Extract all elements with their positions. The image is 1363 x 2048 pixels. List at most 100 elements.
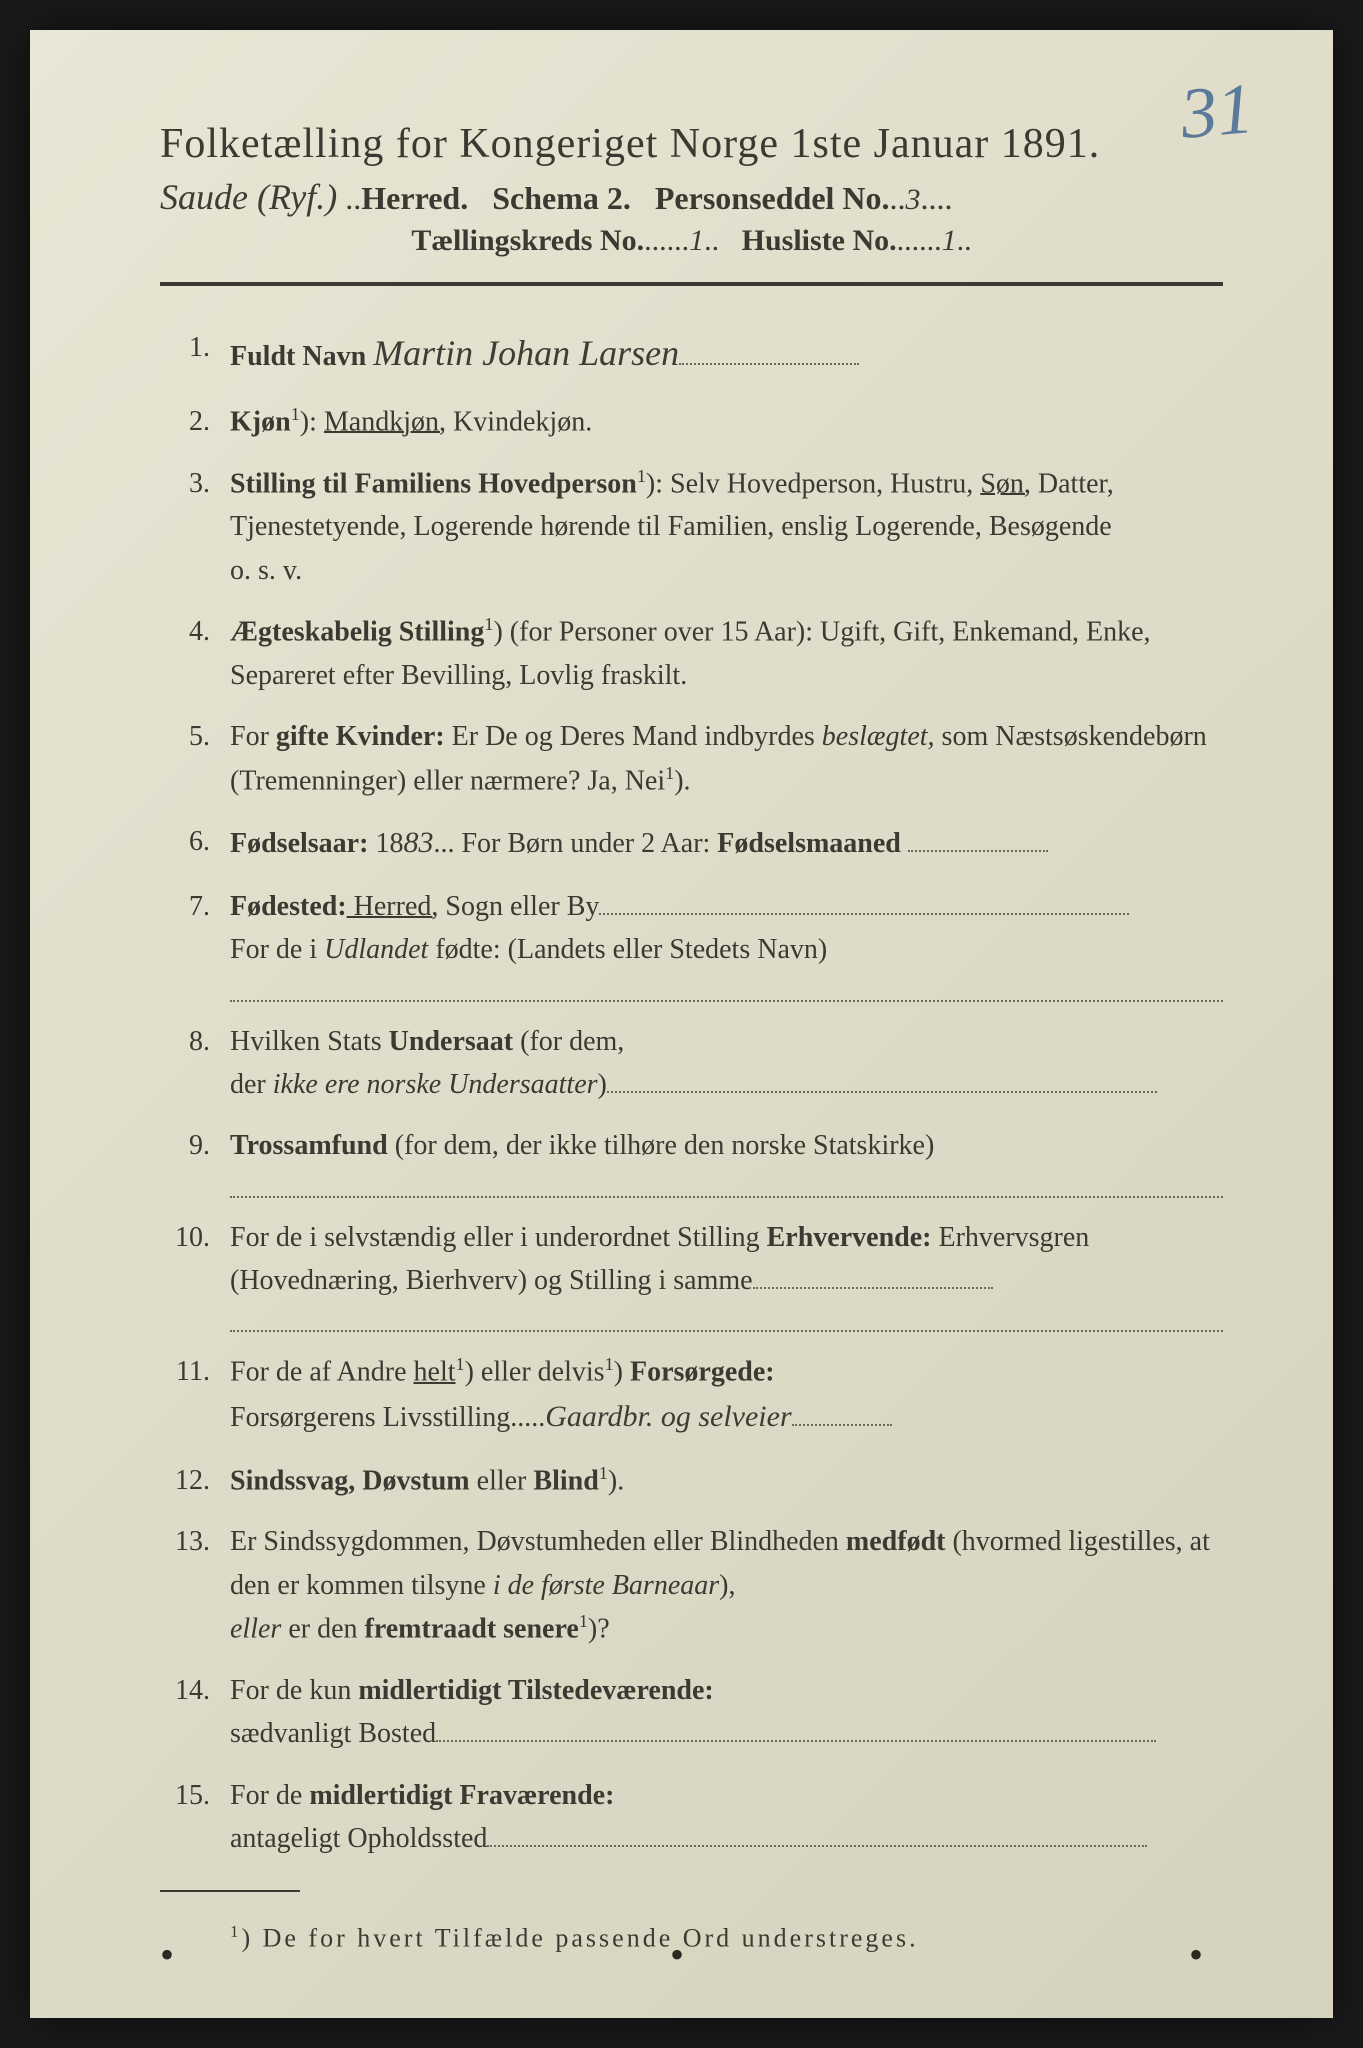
taelling-no: 1 [689, 224, 704, 257]
text: Er De og Deres Mand indbyrdes [445, 721, 822, 752]
item-content: Stilling til Familiens Hovedperson1): Se… [230, 462, 1223, 593]
text: For de i selvstændig eller i underordnet… [230, 1222, 767, 1253]
item-content: Er Sindssygdommen, Døvstumheden eller Bl… [230, 1520, 1223, 1651]
item-number: 12. [160, 1459, 230, 1503]
text: (for dem, der ikke tilhøre den norske St… [388, 1130, 935, 1161]
text: sædvanligt Bosted [230, 1718, 436, 1749]
text: For de [230, 1780, 309, 1811]
field-label: gifte Kvinder: [276, 721, 445, 752]
footnote-sup: 1 [599, 1463, 608, 1483]
field-label: Trossamfund [230, 1130, 388, 1161]
footnote-divider [160, 1890, 300, 1892]
personseddel-no: 3 [906, 183, 921, 216]
text: ): Selv Hovedperson, Hustru, [646, 468, 980, 499]
item-12: 12. Sindssvag, Døvstum eller Blind1). [160, 1459, 1223, 1503]
text: ) [614, 1357, 630, 1388]
text: ) eller delvis [465, 1357, 605, 1388]
item-5: 5. For gifte Kvinder: Er De og Deres Man… [160, 715, 1223, 802]
item-4: 4. Ægteskabelig Stilling1) (for Personer… [160, 610, 1223, 697]
field-label: Kjøn [230, 406, 291, 437]
item-14: 14. For de kun midlertidigt Tilstedevære… [160, 1669, 1223, 1756]
field-label: Forsørgede: [630, 1357, 775, 1388]
selection-underlined: Mandkjøn, [324, 406, 446, 437]
item-content: For de af Andre helt1) eller delvis1) Fo… [230, 1350, 1223, 1440]
item-number: 3. [160, 462, 230, 593]
item-content: Fuldt Navn Martin Johan Larsen [230, 326, 1223, 382]
item-content: Sindssvag, Døvstum eller Blind1). [230, 1459, 1223, 1503]
item-number: 8. [160, 1020, 230, 1107]
footnote-sup: 1 [665, 763, 674, 783]
text: For de i [230, 934, 324, 965]
item-number: 9. [160, 1124, 230, 1197]
item-number: 15. [160, 1774, 230, 1861]
item-content: Ægteskabelig Stilling1) (for Personer ov… [230, 610, 1223, 697]
text: Forsørgerens Livsstilling [230, 1402, 510, 1433]
item-11: 11. For de af Andre helt1) eller delvis1… [160, 1350, 1223, 1440]
item-8: 8. Hvilken Stats Undersaat (for dem, der… [160, 1020, 1223, 1107]
item-2: 2. Kjøn1): Mandkjøn, Kvindekjøn. [160, 400, 1223, 444]
husliste-no: 1 [942, 224, 957, 257]
text: antageligt Opholdssted [230, 1823, 487, 1854]
item-number: 4. [160, 610, 230, 697]
field-label: fremtraadt senere [365, 1614, 579, 1645]
form-title: Folketælling for Kongeriget Norge 1ste J… [160, 120, 1223, 168]
registration-dot: • [1189, 1931, 1203, 1978]
footnote-sup: 1 [579, 1611, 588, 1631]
text: For de kun [230, 1675, 358, 1706]
field-label: Sindssvag, Døvstum [230, 1465, 470, 1496]
italic-text: Udlandet [324, 934, 428, 965]
year-handwritten: 83 [403, 826, 433, 859]
registration-dot: • [670, 1931, 684, 1978]
item-number: 13. [160, 1520, 230, 1651]
text: ): [300, 406, 324, 437]
text: Er Sindssygdommen, Døvstumheden eller Bl… [230, 1526, 846, 1557]
text: For de af Andre [230, 1357, 414, 1388]
italic-text: eller [230, 1614, 281, 1645]
item-7: 7. Fødested: Herred, Sogn eller By For d… [160, 885, 1223, 1002]
text: Kvindekjøn. [446, 406, 592, 437]
italic-text: i de første Barneaar [493, 1570, 719, 1601]
name-handwritten: Martin Johan Larsen [373, 333, 679, 373]
text: ). [608, 1465, 624, 1496]
item-15: 15. For de midlertidigt Fraværende: anta… [160, 1774, 1223, 1861]
field-label: Stilling til Familiens Hovedperson [230, 468, 637, 499]
item-number: 7. [160, 885, 230, 1002]
item-content: For gifte Kvinder: Er De og Deres Mand i… [230, 715, 1223, 802]
footnote-sup: 1 [605, 1354, 614, 1374]
text: For Børn under 2 Aar: [454, 828, 717, 859]
selection-underlined: Herred, [347, 891, 439, 922]
item-content: Fødselsaar: 1883... For Børn under 2 Aar… [230, 820, 1223, 867]
schema-label: Schema 2. [492, 180, 631, 216]
taelling-label: Tællingskreds No. [411, 224, 644, 257]
text: er den [281, 1614, 364, 1645]
item-number: 2. [160, 400, 230, 444]
item-13: 13. Er Sindssygdommen, Døvstumheden elle… [160, 1520, 1223, 1651]
dotted-fill-line [230, 1308, 1223, 1332]
dotted-fill-line [230, 1174, 1223, 1198]
footnote-text: ) De for hvert Tilfælde passende Ord und… [241, 1924, 918, 1953]
field-label: Fødested: [230, 891, 347, 922]
item-number: 14. [160, 1669, 230, 1756]
field-label: midlertidigt Fraværende: [309, 1780, 614, 1811]
dotted-fill-line [230, 978, 1223, 1002]
footnote-sup: 1 [637, 466, 646, 486]
corner-page-number: 31 [1178, 67, 1257, 156]
item-content: Trossamfund (for dem, der ikke tilhøre d… [230, 1124, 1223, 1197]
husliste-label: Husliste No. [742, 224, 897, 257]
field-label: Fuldt Navn [230, 341, 366, 372]
field-label: Erhvervende: [767, 1222, 932, 1253]
registration-dot: • [160, 1931, 174, 1978]
text: 18 [368, 828, 403, 859]
item-content: Hvilken Stats Undersaat (for dem, der ik… [230, 1020, 1223, 1107]
footnote-sup: 1 [456, 1354, 465, 1374]
item-6: 6. Fødselsaar: 1883... For Børn under 2 … [160, 820, 1223, 867]
field-label: Ægteskabelig Stilling [230, 616, 484, 647]
text: ). [674, 765, 690, 796]
census-form-page: 31 Folketælling for Kongeriget Norge 1st… [30, 30, 1333, 2018]
item-number: 5. [160, 715, 230, 802]
footnote-sup: 1 [230, 1922, 241, 1941]
item-10: 10. For de i selvstændig eller i underor… [160, 1216, 1223, 1333]
text: eller [470, 1465, 534, 1496]
item-content: For de midlertidigt Fraværende: antageli… [230, 1774, 1223, 1861]
herred-label: ..Herred. [345, 180, 468, 216]
